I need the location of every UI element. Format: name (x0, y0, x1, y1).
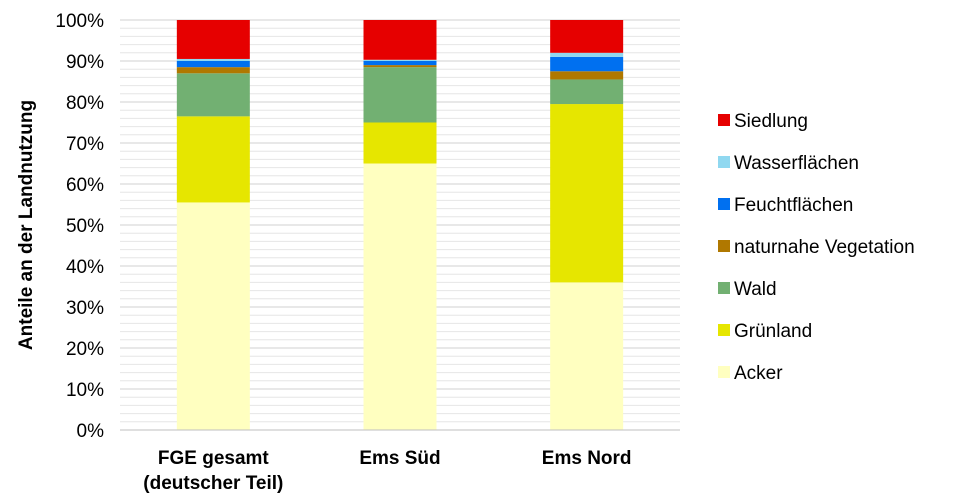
legend-swatch (718, 366, 730, 378)
y-tick-label: 30% (66, 298, 104, 319)
y-tick-label: 90% (66, 52, 104, 73)
y-axis-title: Anteile an der Landnutzung (16, 100, 37, 350)
y-tick-label: 20% (66, 339, 104, 360)
bar-segment-naturnahe-vegetation (176, 67, 250, 74)
legend-swatch (718, 324, 730, 336)
x-category-label: Ems Nord (542, 448, 632, 469)
bar-segment-feuchtflächen (176, 61, 250, 68)
axes: 0% 10% 20% 30% 40% 50% 60% 70% 80% 90% 100% Anteile… (16, 11, 680, 494)
bar-segment-acker (176, 202, 250, 430)
bar-segment-siedlung (363, 20, 437, 60)
x-category-label: Ems Süd (359, 448, 440, 469)
y-tick-label: 70% (66, 134, 104, 155)
y-tick-label: 0% (77, 421, 105, 442)
bar-segment-grünland (176, 116, 250, 203)
legend-swatch (718, 282, 730, 294)
y-tick-label: 80% (66, 93, 104, 114)
y-tick-label: 100% (55, 11, 104, 32)
legend-label: Wasserflächen (734, 153, 859, 174)
legend-label: naturnahe Vegetation (734, 237, 915, 258)
legend: Siedlung Wasserflächen Feuchtflächen naturn… (718, 111, 915, 384)
bar-segment-naturnahe-vegetation (550, 71, 624, 80)
bar-segment-siedlung (176, 20, 250, 59)
y-tick-label: 10% (66, 380, 104, 401)
bar-segment-feuchtflächen (363, 61, 437, 66)
y-tick-label: 60% (66, 175, 104, 196)
bar-segment-wald (176, 73, 250, 117)
legend-swatch (718, 156, 730, 168)
legend-label: Acker (734, 363, 783, 384)
bar-segment-wald (550, 79, 624, 105)
bar-segment-acker (363, 163, 437, 430)
bar-segment-feuchtflächen (550, 56, 624, 72)
legend-swatch (718, 198, 730, 210)
legend-label: Wald (734, 279, 777, 300)
x-category-label: (deutscher Teil) (143, 473, 283, 494)
bar-segment-naturnahe-vegetation (363, 65, 437, 68)
bar-segment-acker (550, 282, 624, 430)
legend-swatch (718, 114, 730, 126)
bar-segment-wald (363, 67, 437, 123)
legend-label: Feuchtflächen (734, 195, 853, 216)
bar-segment-wasserflächen (363, 59, 437, 61)
bar-segment-wasserflächen (176, 58, 250, 61)
bar-segment-grünland (363, 122, 437, 164)
legend-swatch (718, 240, 730, 252)
bar-segment-siedlung (550, 20, 624, 53)
x-category-label: FGE gesamt (158, 448, 270, 469)
bars (176, 20, 624, 430)
bar-segment-grünland (550, 104, 624, 283)
legend-label: Siedlung (734, 111, 808, 132)
y-tick-label: 50% (66, 216, 104, 237)
bar-segment-wasserflächen (550, 52, 624, 57)
y-tick-label: 40% (66, 257, 104, 278)
legend-label: Grünland (734, 321, 812, 342)
